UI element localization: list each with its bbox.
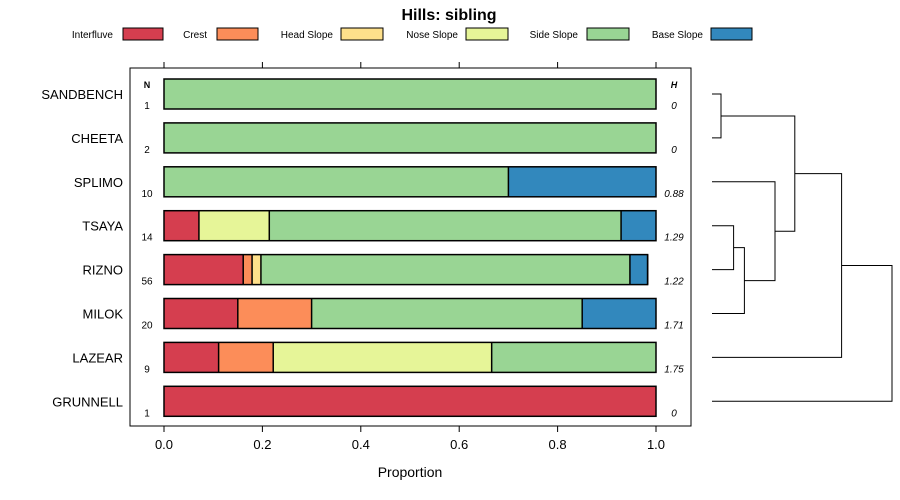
x-tick-label-3: 0.6: [450, 437, 468, 452]
row-rizno: RIZNO 56 1.22: [83, 253, 684, 288]
row-label-sandbench: SANDBENCH: [41, 87, 123, 102]
bar-lazear-side-slope: [491, 342, 656, 373]
legend-swatch-interfluve: [122, 27, 164, 41]
h-value-splimo: 0.88: [664, 189, 684, 200]
n-header: N: [144, 80, 151, 90]
legend-swatch-base-slope: [710, 27, 753, 41]
x-axis: 0.0 0.2 0.4 0.6 0.8 1.0: [155, 426, 665, 452]
bar-grunnell-interfluve: [164, 386, 656, 417]
dendrogram: [712, 93, 893, 402]
dendrogram-merge-1: [712, 93, 722, 139]
n-value-rizno: 56: [141, 277, 153, 288]
n-value-lazear: 9: [144, 364, 150, 375]
bar-rizno-side-slope: [260, 254, 630, 285]
top-ticks: [163, 62, 657, 68]
h-value-sandbench: 0: [671, 101, 677, 112]
bar-outline-tsaya: [163, 209, 657, 242]
bar-lazear-interfluve: [164, 342, 219, 373]
bar-tsaya-nose-slope: [198, 210, 270, 241]
row-label-tsaya: TSAYA: [82, 219, 123, 234]
n-value-grunnell: 1: [144, 408, 150, 419]
row-milok: MILOK 20 1.71: [83, 297, 684, 332]
bar-splimo-base-slope: [508, 166, 656, 197]
legend-swatch-head-slope: [340, 27, 384, 41]
row-splimo: SPLIMO 10 0.88: [74, 166, 684, 200]
x-tick-label-1: 0.2: [253, 437, 271, 452]
dendrogram-merge-4: [712, 181, 776, 282]
row-label-rizno: RIZNO: [83, 263, 123, 278]
h-value-grunnell: 0: [671, 408, 677, 419]
x-tick-label-4: 0.8: [549, 437, 567, 452]
legend-swatch-nose-slope: [465, 27, 509, 41]
bar-sandbench-side-slope: [164, 79, 656, 109]
x-tick-label-2: 0.4: [352, 437, 370, 452]
bar-tsaya-interfluve: [164, 210, 199, 241]
x-axis-title: Proportion: [378, 464, 443, 480]
plot-panel: [129, 67, 692, 427]
row-label-milok: MILOK: [83, 307, 124, 322]
bar-milok-crest: [237, 298, 312, 329]
row-cheeta: CHEETA 2 0: [71, 122, 677, 156]
row-tsaya: TSAYA 14 1.29: [82, 209, 684, 244]
chart-title: Hills: sibling: [401, 7, 496, 24]
bar-outline-splimo: [163, 166, 657, 198]
legend-swatch-side-slope: [586, 27, 630, 41]
bar-outline-lazear: [163, 341, 657, 374]
h-value-lazear: 1.75: [664, 364, 684, 375]
bar-outline-sandbench: [163, 78, 657, 110]
bar-cheeta-side-slope: [164, 122, 656, 153]
n-value-milok: 20: [141, 321, 153, 332]
bar-rizno-interfluve: [164, 254, 244, 285]
dendrogram-merge-2: [712, 225, 735, 271]
legend-label-head-slope: Head Slope: [281, 30, 334, 41]
bar-tsaya-base-slope: [621, 210, 656, 241]
n-value-tsaya: 14: [141, 233, 153, 244]
bar-outline-rizno: [163, 253, 649, 286]
legend: Interfluve Crest Head Slope Nose Slope Side …: [72, 27, 753, 41]
x-tick-label-5: 1.0: [647, 437, 665, 452]
bar-outline-milok: [163, 297, 657, 330]
row-label-lazear: LAZEAR: [72, 350, 123, 365]
h-header: H: [671, 80, 678, 90]
row-lazear: LAZEAR 9 1.75: [72, 341, 684, 375]
bar-tsaya-side-slope: [269, 210, 622, 241]
bar-rizno-base-slope: [629, 254, 648, 285]
bar-outline-cheeta: [163, 122, 657, 154]
dendrogram-merge-6: [712, 173, 843, 358]
legend-label-base-slope: Base Slope: [652, 30, 704, 41]
bar-lazear-nose-slope: [273, 342, 492, 373]
row-grunnell: GRUNNELL 1 0: [52, 385, 677, 419]
bar-lazear-crest: [218, 342, 274, 373]
legend-label-crest: Crest: [183, 30, 207, 41]
bar-splimo-side-slope: [164, 166, 509, 197]
legend-label-side-slope: Side Slope: [530, 30, 579, 41]
bar-milok-interfluve: [164, 298, 238, 329]
bar-outline-grunnell: [163, 385, 657, 418]
row-label-splimo: SPLIMO: [74, 175, 123, 190]
legend-label-interfluve: Interfluve: [72, 30, 114, 41]
n-value-cheeta: 2: [144, 145, 150, 156]
dendrogram-merge-5: [721, 115, 796, 232]
legend-label-nose-slope: Nose Slope: [406, 30, 458, 41]
h-value-rizno: 1.22: [664, 277, 684, 288]
row-sandbench: SANDBENCH 1 0: [41, 78, 677, 112]
h-value-cheeta: 0: [671, 145, 677, 156]
legend-swatch-crest: [216, 27, 259, 41]
dendrogram-merge-7: [712, 264, 893, 402]
bar-milok-side-slope: [311, 298, 583, 329]
row-label-grunnell: GRUNNELL: [52, 394, 123, 409]
bar-rizno-crest: [243, 254, 253, 285]
x-tick-label-0: 0.0: [155, 437, 173, 452]
dendrogram-merge-3: [712, 247, 745, 314]
h-value-tsaya: 1.29: [664, 233, 684, 244]
row-label-cheeta: CHEETA: [71, 131, 123, 146]
bar-milok-base-slope: [582, 298, 656, 329]
n-value-splimo: 10: [141, 189, 153, 200]
n-value-sandbench: 1: [144, 101, 150, 112]
bar-rizno-head-slope: [252, 254, 261, 285]
h-value-milok: 1.71: [664, 321, 683, 332]
